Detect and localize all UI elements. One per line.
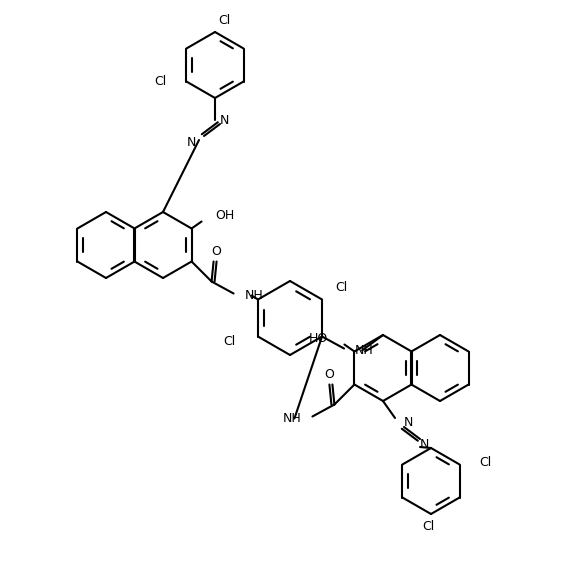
Text: N: N	[219, 113, 229, 127]
Text: Cl: Cl	[218, 13, 230, 27]
Text: Cl: Cl	[335, 281, 347, 294]
Text: N: N	[420, 439, 429, 451]
Text: N: N	[404, 417, 413, 429]
Text: O: O	[211, 245, 222, 258]
Text: OH: OH	[215, 209, 235, 222]
Text: NH: NH	[355, 344, 374, 357]
Text: O: O	[324, 368, 335, 381]
Text: Cl: Cl	[223, 335, 236, 348]
Text: Cl: Cl	[154, 75, 166, 88]
Text: Cl: Cl	[422, 521, 434, 533]
Text: NH: NH	[245, 289, 263, 302]
Text: HO: HO	[309, 332, 328, 345]
Text: N: N	[186, 135, 196, 149]
Text: Cl: Cl	[479, 456, 492, 469]
Text: NH: NH	[283, 412, 302, 425]
